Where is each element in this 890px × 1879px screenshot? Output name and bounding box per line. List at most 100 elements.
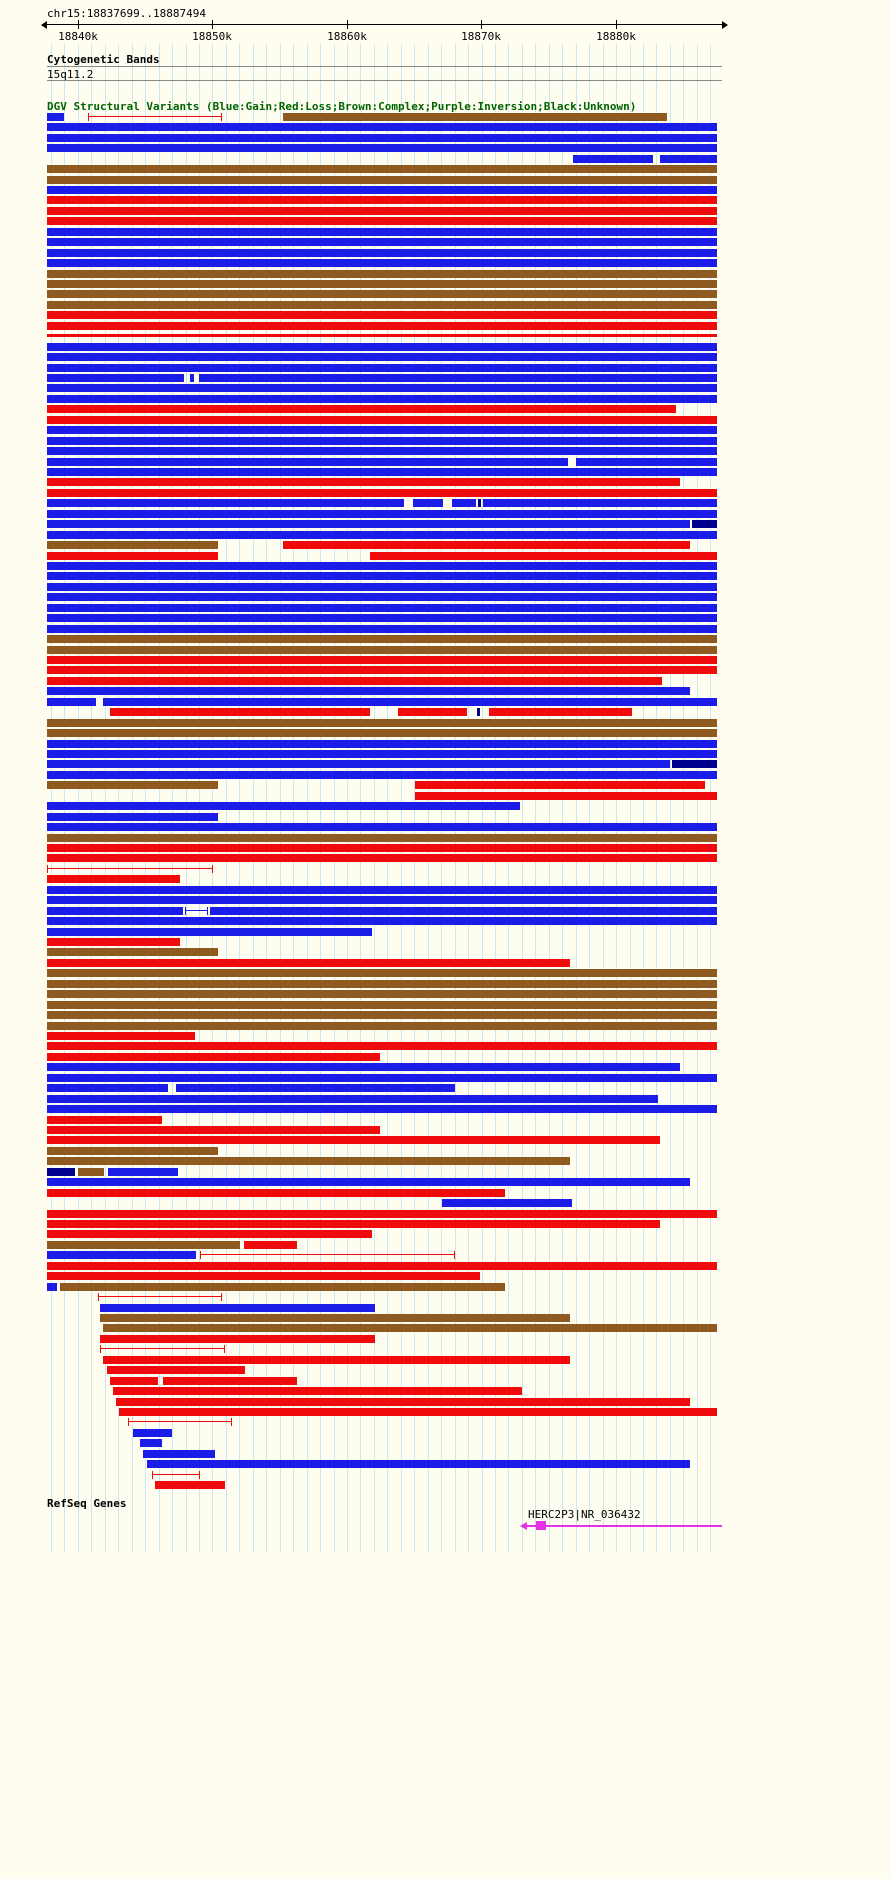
variant-bar[interactable]	[47, 1283, 57, 1291]
variant-bar[interactable]	[478, 499, 481, 507]
variant-bar[interactable]	[47, 1074, 717, 1082]
variant-bar[interactable]	[47, 948, 218, 956]
variant-bar[interactable]	[210, 907, 717, 915]
variant-bar[interactable]	[176, 1084, 455, 1092]
variant-bar[interactable]	[47, 687, 690, 695]
variant-bar[interactable]	[47, 1251, 196, 1259]
variant-bar[interactable]	[47, 980, 717, 988]
variant-bar[interactable]	[47, 165, 717, 173]
variant-bar[interactable]	[47, 719, 717, 727]
variant-bar[interactable]	[47, 1220, 660, 1228]
variant-bar[interactable]	[163, 1377, 297, 1385]
variant-bar[interactable]	[47, 928, 372, 936]
variant-bar[interactable]	[47, 1053, 380, 1061]
variant-bar[interactable]	[47, 854, 717, 862]
variant-bar[interactable]	[47, 907, 183, 915]
variant-bar[interactable]	[100, 1314, 570, 1322]
variant-bar[interactable]	[199, 374, 717, 382]
variant-bar[interactable]	[143, 1450, 215, 1458]
variant-bar[interactable]	[47, 562, 717, 570]
variant-bar[interactable]	[47, 238, 717, 246]
variant-bar[interactable]	[47, 186, 717, 194]
variant-bar[interactable]	[47, 1042, 717, 1050]
variant-bar[interactable]	[47, 134, 717, 142]
variant-bar[interactable]	[47, 374, 184, 382]
variant-bar[interactable]	[47, 405, 676, 413]
variant-bar[interactable]	[47, 416, 717, 424]
variant-bar[interactable]	[370, 552, 717, 560]
variant-bar[interactable]	[47, 1126, 380, 1134]
variant-bar[interactable]	[47, 123, 717, 131]
variant-bar[interactable]	[47, 834, 717, 842]
variant-bar[interactable]	[110, 1377, 158, 1385]
variant-bar[interactable]	[47, 917, 717, 925]
variant-bar[interactable]	[47, 228, 717, 236]
variant-bar[interactable]	[442, 1199, 572, 1207]
variant-bar[interactable]	[47, 552, 218, 560]
variant-bar[interactable]	[398, 708, 467, 716]
variant-bar[interactable]	[100, 1335, 375, 1343]
variant-bar[interactable]	[47, 1230, 372, 1238]
variant-bar[interactable]	[78, 1168, 104, 1176]
variant-bar[interactable]	[47, 604, 717, 612]
variant-bar[interactable]	[47, 322, 717, 330]
variant-bar[interactable]	[47, 959, 570, 967]
variant-bar[interactable]	[47, 656, 717, 664]
variant-bar[interactable]	[47, 280, 717, 288]
variant-bar[interactable]	[47, 1178, 690, 1186]
variant-bar[interactable]	[47, 1011, 717, 1019]
variant-bar[interactable]	[47, 666, 717, 674]
variant-bar[interactable]	[47, 1272, 480, 1280]
variant-bar[interactable]	[244, 1241, 297, 1249]
variant-bar[interactable]	[47, 875, 180, 883]
variant-bar[interactable]	[140, 1439, 162, 1447]
variant-bar[interactable]	[47, 437, 717, 445]
variant-bar[interactable]	[47, 478, 680, 486]
variant-line[interactable]	[47, 865, 213, 873]
variant-bar[interactable]	[47, 760, 670, 768]
variant-bar[interactable]	[110, 708, 370, 716]
variant-bar[interactable]	[413, 499, 443, 507]
variant-bar[interactable]	[47, 1262, 717, 1270]
variant-bar[interactable]	[47, 813, 218, 821]
variant-bar[interactable]	[47, 499, 404, 507]
variant-bar[interactable]	[415, 781, 705, 789]
variant-bar[interactable]	[47, 364, 717, 372]
variant-bar[interactable]	[119, 1408, 717, 1416]
variant-bar[interactable]	[47, 635, 717, 643]
variant-bar[interactable]	[47, 217, 717, 225]
variant-line[interactable]	[88, 113, 222, 121]
variant-bar[interactable]	[47, 1168, 75, 1176]
variant-bar[interactable]	[47, 1063, 680, 1071]
variant-bar[interactable]	[100, 1304, 375, 1312]
variant-bar[interactable]	[47, 144, 717, 152]
variant-bar[interactable]	[47, 468, 717, 476]
variant-bar[interactable]	[47, 1210, 717, 1218]
variant-bar[interactable]	[47, 938, 180, 946]
variant-bar[interactable]	[47, 823, 717, 831]
variant-bar[interactable]	[47, 1022, 717, 1030]
variant-bar[interactable]	[415, 792, 717, 800]
variant-bar[interactable]	[47, 447, 717, 455]
variant-bar[interactable]	[47, 531, 717, 539]
variant-bar[interactable]	[47, 729, 717, 737]
variant-bar[interactable]	[47, 698, 96, 706]
variant-bar[interactable]	[489, 708, 632, 716]
variant-bar[interactable]	[47, 458, 568, 466]
variant-bar[interactable]	[47, 593, 717, 601]
variant-bar[interactable]	[47, 384, 717, 392]
variant-bar[interactable]	[47, 426, 717, 434]
variant-line[interactable]	[200, 1251, 455, 1259]
variant-bar[interactable]	[47, 353, 717, 361]
variant-bar[interactable]	[47, 969, 717, 977]
variant-bar[interactable]	[47, 290, 717, 298]
gene-exon[interactable]	[536, 1521, 546, 1530]
variant-bar[interactable]	[452, 499, 476, 507]
variant-bar[interactable]	[576, 458, 717, 466]
variant-bar[interactable]	[483, 499, 717, 507]
variant-bar[interactable]	[47, 1105, 717, 1113]
variant-bar[interactable]	[47, 311, 717, 319]
variant-bar[interactable]	[47, 1001, 717, 1009]
variant-bar[interactable]	[47, 334, 717, 337]
variant-bar[interactable]	[47, 510, 717, 518]
